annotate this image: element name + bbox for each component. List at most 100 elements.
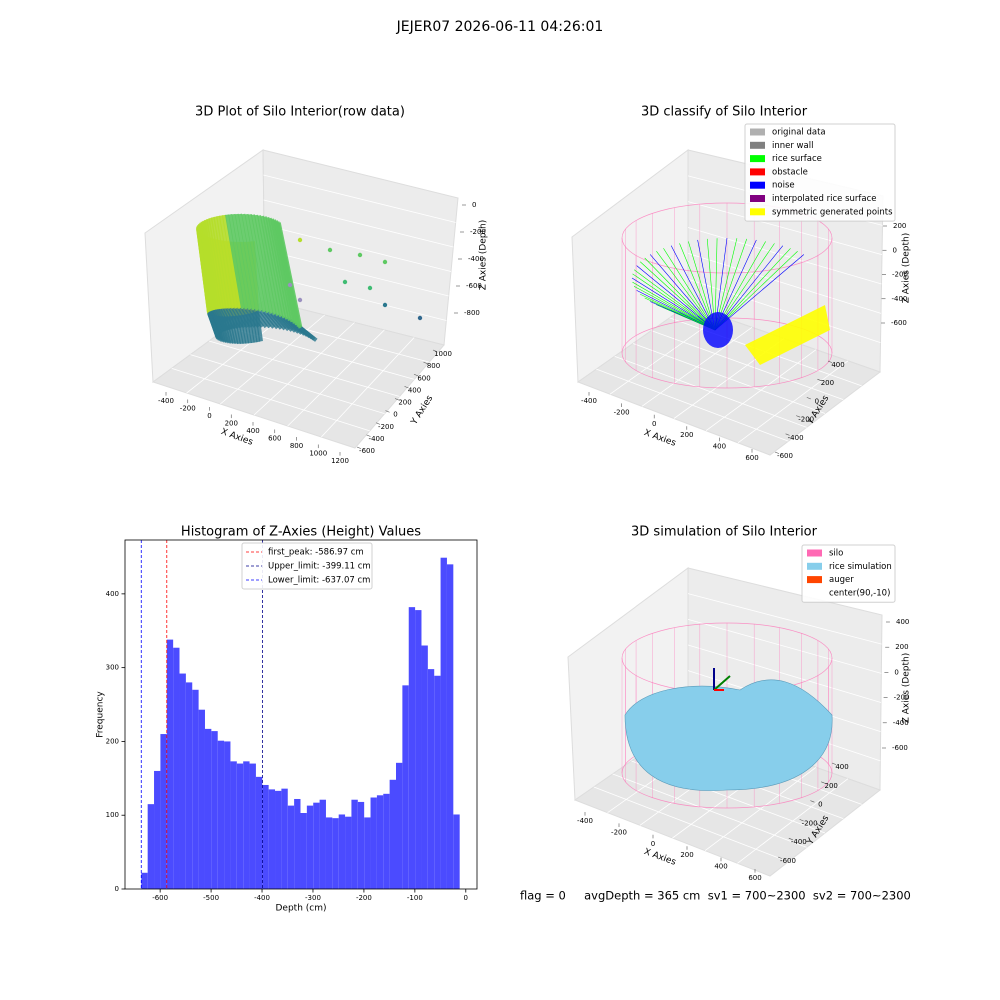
y-tick-label: 0 [815, 397, 819, 405]
legend-swatch [750, 155, 765, 163]
pane-grid [687, 227, 882, 285]
point-streak [241, 213, 263, 312]
legend-swatch [750, 208, 765, 216]
ray [633, 269, 716, 331]
y-tick [831, 762, 837, 765]
x-tick-label: -200 [611, 828, 627, 836]
y-tick [785, 433, 790, 436]
z-tick-label: -800 [464, 309, 480, 317]
legend-label: rice surface [772, 154, 822, 164]
legend-label: Upper_limit: -399.11 cm [268, 562, 371, 572]
point-streak [225, 307, 240, 329]
z-axis-label: Z Axies (Depth) [479, 220, 489, 291]
legend-label: symmetric generated points [772, 207, 893, 217]
bar [396, 762, 403, 889]
legend-swatch [807, 576, 822, 584]
point-streak [251, 308, 268, 329]
x-tick-label: -400 [254, 894, 270, 902]
y-tick-label: -600 [780, 857, 796, 865]
bar [345, 816, 352, 889]
x-tick-label: 1000 [309, 450, 327, 458]
chart-title: 3D Plot of Silo Interior(row data) [195, 105, 405, 120]
bar [415, 610, 422, 889]
y-tick-label: -200 [802, 819, 818, 827]
x-tick-label: 400 [713, 443, 726, 451]
pane-grid [264, 274, 447, 321]
y-tick [827, 360, 833, 363]
point-streak [218, 215, 239, 309]
point-streak [259, 215, 284, 318]
y-tick [404, 386, 409, 389]
legend-box [744, 123, 896, 222]
y-tick-label: -400 [369, 435, 385, 443]
x-tick-label: 800 [290, 442, 303, 450]
bar [192, 689, 199, 889]
y-tick-label: -200 [378, 423, 394, 431]
bar [198, 709, 205, 889]
point-streak [244, 213, 267, 313]
legend-label: rice simulation [829, 562, 892, 572]
point-streak [231, 307, 247, 329]
y-tick [432, 349, 438, 352]
y-tick [806, 397, 811, 400]
legend-swatch [750, 195, 765, 202]
z-tick-label: -400 [892, 295, 908, 303]
bar [294, 798, 301, 889]
figure-title: JEJER07 2026-06-11 04:26:01 [396, 19, 604, 35]
y-tick [821, 781, 826, 784]
bar [402, 685, 409, 889]
y-tick [423, 361, 428, 365]
x-tick-label: 600 [748, 874, 761, 882]
y-axis-label: Frequency [96, 691, 106, 738]
bar [230, 761, 237, 889]
bar [351, 799, 358, 889]
ray [636, 290, 716, 331]
point-streak [266, 311, 283, 330]
x-tick-label: 200 [225, 420, 238, 428]
bar [224, 741, 231, 889]
y-tick [774, 451, 780, 454]
ray [663, 248, 716, 331]
x-tick-label: 0 [651, 840, 655, 848]
z-tick-label: 0 [893, 246, 897, 254]
z-tick-label: 400 [896, 618, 909, 626]
point [297, 237, 303, 243]
point-streak [248, 308, 265, 328]
point [382, 302, 388, 308]
bar [204, 728, 212, 889]
y-tick-label: 0 [393, 411, 397, 419]
ray [640, 261, 716, 331]
z-tick-label: -400 [893, 719, 909, 727]
bar [154, 770, 161, 889]
z-tick-label: 200 [895, 643, 908, 651]
bar [325, 817, 333, 889]
plot-frame [124, 539, 478, 890]
y-tick [356, 446, 362, 449]
y-tick-label: 400 [835, 763, 848, 771]
bar [243, 761, 250, 889]
point-streak [262, 310, 280, 330]
y-tick [385, 410, 390, 413]
y-tick-label: 600 [417, 374, 430, 382]
x-axis-label: Depth (cm) [275, 904, 326, 914]
noise-points [703, 312, 733, 348]
bar [262, 784, 269, 889]
point [287, 282, 293, 288]
y-tick [375, 422, 381, 425]
point-streak [231, 213, 253, 310]
y-tick-label: -600 [359, 447, 375, 455]
pane-grid [263, 174, 456, 223]
bar [338, 814, 346, 889]
bar [281, 788, 288, 889]
bar [440, 557, 447, 889]
x-tick-label: 0 [652, 420, 656, 428]
y-tick-label: 400 [831, 361, 844, 369]
ray [632, 281, 716, 331]
point-streak [251, 214, 274, 314]
point-streak [247, 214, 270, 313]
chart-title: 3D simulation of Silo Interior [631, 525, 818, 540]
pane-grid [687, 252, 882, 314]
point-streak [244, 307, 261, 328]
bar [453, 814, 460, 889]
